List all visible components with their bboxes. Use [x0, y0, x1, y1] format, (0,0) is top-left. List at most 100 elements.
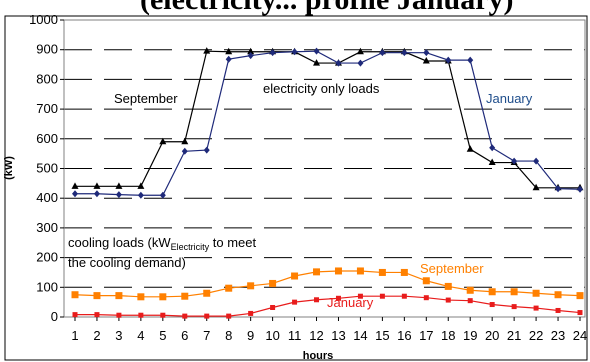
series-january-electricity-point-19 — [467, 56, 474, 64]
x-axis-ticks: 1 2 3 4 5 6 7 8 9 10 11 12 13 14 15 16 17 18 19 20 21 22 23 24 — [71, 317, 587, 343]
series-september-electricity-point-3 — [115, 182, 123, 189]
x-tick-label-5: 5 — [159, 328, 166, 343]
y-tick-label-0: 0 — [51, 309, 58, 324]
series-january-electricity-point-5 — [159, 191, 166, 199]
x-tick-label-20: 20 — [485, 328, 499, 343]
series-january-electricity-point-20 — [489, 144, 496, 152]
x-tick-label-11: 11 — [288, 328, 302, 343]
series-january-cooling-point-9 — [248, 310, 254, 316]
annotation-cooling-loads: cooling loads (kWElectricity to meet — [68, 235, 256, 252]
y-tick-label-200: 200 — [36, 250, 58, 265]
series-january-cooling-point-5 — [160, 312, 166, 318]
series-january-electricity-point-13 — [335, 59, 342, 67]
annotation-cooling-part1: cooling loads (kW — [68, 235, 171, 250]
y-tick-label-100: 100 — [36, 279, 58, 294]
series-january-electricity-line — [75, 50, 581, 196]
series-layer — [71, 47, 584, 319]
x-tick-label-16: 16 — [397, 328, 411, 343]
series-september-cooling-point-6 — [181, 292, 189, 300]
series-september-cooling-point-16 — [400, 268, 408, 276]
x-tick-label-4: 4 — [137, 328, 144, 343]
x-tick-label-21: 21 — [507, 328, 521, 343]
series-january-cooling-point-3 — [116, 312, 122, 318]
series-january-electricity-point-14 — [357, 59, 364, 67]
annotation-cooling-demand: the cooling demand) — [68, 255, 186, 270]
annotation-electricity-only: electricity only loads — [263, 81, 380, 96]
series-september-cooling-point-5 — [159, 293, 167, 301]
series-january-cooling-point-8 — [226, 313, 232, 319]
series-january-cooling-point-22 — [533, 305, 539, 311]
series-january-electricity-point-9 — [247, 52, 254, 60]
series-september-cooling-point-20 — [488, 288, 496, 296]
series-january-electricity-point-7 — [203, 146, 210, 154]
series-january-electricity-point-16 — [401, 49, 408, 57]
x-tick-label-8: 8 — [225, 328, 232, 343]
y-tick-label-700: 700 — [36, 101, 58, 116]
series-january-electricity-point-21 — [511, 157, 518, 165]
series-january-electricity-point-24 — [577, 185, 583, 193]
x-tick-label-9: 9 — [247, 328, 254, 343]
series-september-cooling-point-21 — [510, 288, 518, 296]
series-january-electricity-point-23 — [555, 185, 562, 193]
series-january-electricity-point-4 — [137, 191, 144, 199]
x-tick-label-17: 17 — [419, 328, 433, 343]
series-january-electricity-point-17 — [423, 49, 430, 57]
series-september-cooling-point-8 — [225, 284, 233, 292]
series-january-cooling-point-6 — [182, 313, 188, 319]
x-tick-label-7: 7 — [203, 328, 210, 343]
x-tick-label-12: 12 — [309, 328, 323, 343]
x-tick-label-10: 10 — [265, 328, 279, 343]
series-september-cooling-point-1 — [71, 291, 79, 299]
series-january-cooling-point-17 — [423, 295, 429, 301]
series-january-cooling-point-16 — [401, 293, 407, 299]
x-tick-label-18: 18 — [441, 328, 455, 343]
series-september-cooling-point-7 — [203, 289, 211, 297]
series-september-cooling-point-17 — [422, 277, 430, 285]
series-september-cooling-point-2 — [93, 292, 101, 300]
y-tick-label-900: 900 — [36, 42, 58, 57]
series-september-cooling-point-4 — [137, 293, 145, 301]
series-september-electricity-line — [75, 50, 580, 189]
series-january-cooling-point-10 — [270, 304, 276, 310]
x-tick-label-19: 19 — [463, 328, 477, 343]
y-tick-label-600: 600 — [36, 131, 58, 146]
chart-title-strip: (electricity... profile January) — [0, 0, 590, 16]
series-september-cooling-point-24 — [576, 292, 584, 300]
chart-title: (electricity... profile January) — [140, 0, 514, 16]
series-january-electricity-point-11 — [291, 48, 298, 56]
x-tick-label-1: 1 — [71, 328, 78, 343]
series-january-electricity-point-15 — [379, 49, 386, 57]
series-january-electricity-point-6 — [181, 147, 188, 155]
series-january-cooling-point-11 — [292, 299, 298, 305]
series-september-cooling-point-13 — [334, 267, 342, 275]
series-january-cooling-point-2 — [94, 312, 100, 318]
series-september-cooling-point-23 — [554, 291, 562, 299]
y-tick-label-300: 300 — [36, 220, 58, 235]
series-september-cooling-point-9 — [247, 282, 255, 290]
series-january-cooling-point-12 — [314, 297, 320, 303]
series-january-cooling-point-1 — [72, 312, 78, 318]
annotation-cooling-part2: to meet — [209, 235, 256, 250]
gridlines — [64, 49, 585, 288]
series-january-cooling-point-18 — [445, 297, 451, 303]
y-tick-label-800: 800 — [36, 71, 58, 86]
series-january-cooling-point-14 — [357, 293, 363, 299]
x-tick-label-2: 2 — [93, 328, 100, 343]
series-september-electricity-point-14 — [356, 47, 364, 55]
series-january-cooling-point-24 — [577, 310, 583, 316]
x-tick-label-15: 15 — [375, 328, 389, 343]
series-september-electricity-point-22 — [532, 183, 540, 191]
series-september-cooling-point-22 — [532, 289, 540, 297]
series-january-cooling-point-21 — [511, 304, 517, 310]
series-september-electricity-point-12 — [313, 59, 321, 66]
x-tick-label-13: 13 — [331, 328, 345, 343]
series-january-cooling-point-4 — [138, 312, 144, 318]
series-january-electricity-point-2 — [93, 190, 100, 198]
series-january-electricity-point-3 — [115, 191, 122, 199]
series-september-electricity-point-4 — [137, 182, 145, 189]
series-september-electricity-point-7 — [203, 47, 211, 54]
x-tick-label-22: 22 — [529, 328, 543, 343]
annotation-september-cool: September — [420, 261, 484, 276]
series-january-cooling-point-7 — [204, 313, 210, 319]
